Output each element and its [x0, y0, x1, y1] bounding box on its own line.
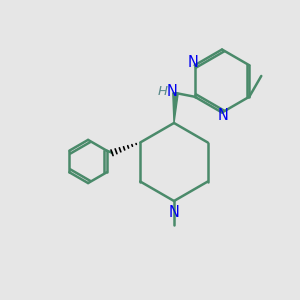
Polygon shape	[173, 93, 178, 123]
Text: N: N	[167, 84, 177, 99]
Text: N: N	[188, 55, 199, 70]
Text: H: H	[158, 85, 168, 98]
Text: N: N	[169, 205, 179, 220]
Text: N: N	[218, 108, 229, 123]
